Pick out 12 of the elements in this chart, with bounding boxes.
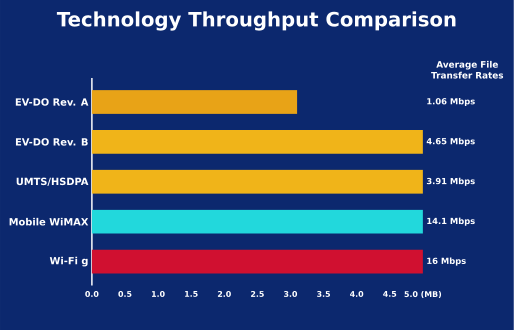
y-tick-label: EV-DO Rev. B [16, 138, 88, 146]
y-tick-label: UMTS/HSDPA [16, 178, 88, 186]
y-tick-label: EV-DO Rev. A [16, 98, 88, 106]
text: Average File Transfer Rates [431, 60, 504, 79]
text: 14.1 Mbps [427, 218, 475, 226]
y-tick-label: Wi-Fi g [50, 256, 88, 266]
text: 16 Mbps [427, 258, 466, 266]
chart-title: Technology Throughput Comparison [56, 11, 456, 31]
text: 4.65 Mbps [426, 138, 475, 146]
text: 1.06 Mbps [427, 98, 475, 106]
text: 3.91 Mbps [426, 178, 475, 186]
y-tick-label: Mobile WiMAX [10, 218, 88, 226]
